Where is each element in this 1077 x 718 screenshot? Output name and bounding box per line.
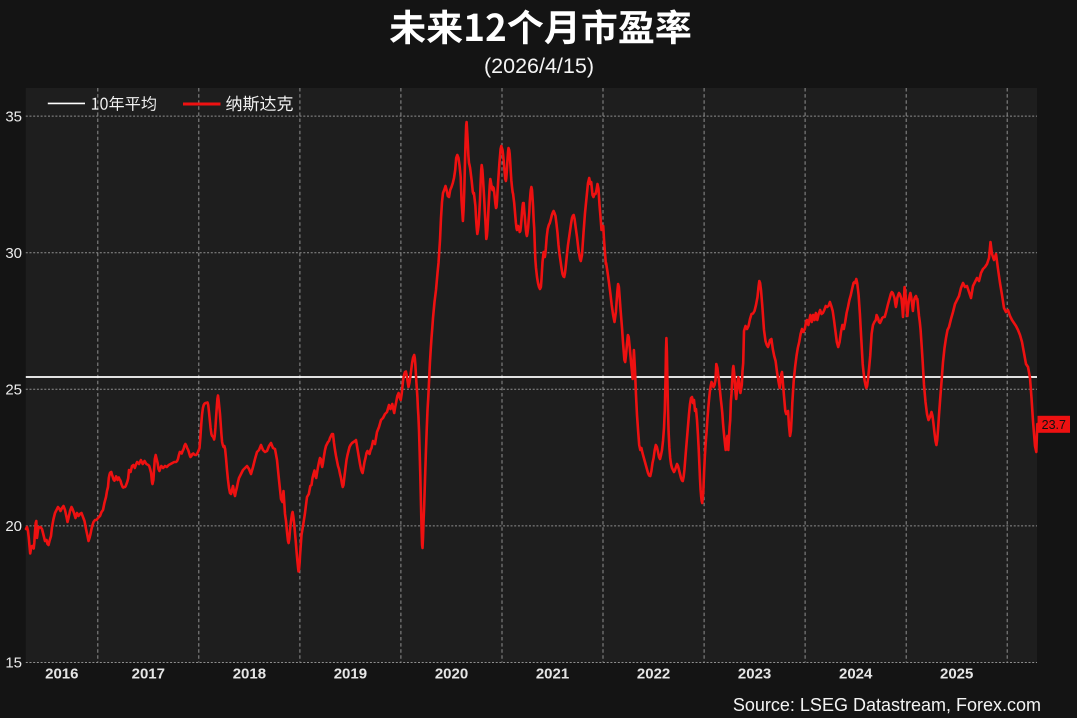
svg-text:2020: 2020	[435, 666, 468, 683]
svg-text:2024: 2024	[839, 666, 873, 683]
svg-text:25: 25	[5, 382, 22, 399]
svg-text:30: 30	[5, 245, 22, 262]
svg-text:20: 20	[5, 518, 22, 535]
svg-text:15: 15	[5, 655, 22, 672]
svg-text:2017: 2017	[132, 666, 165, 683]
svg-text:2025: 2025	[940, 666, 973, 683]
svg-text:2021: 2021	[536, 666, 569, 683]
svg-text:Source: LSEG Datastream, Forex: Source: LSEG Datastream, Forex.com	[733, 695, 1041, 715]
svg-text:(2026/4/15): (2026/4/15)	[484, 54, 594, 78]
svg-text:2019: 2019	[334, 666, 367, 683]
svg-text:2018: 2018	[233, 666, 266, 683]
svg-text:2022: 2022	[637, 666, 670, 683]
svg-text:2023: 2023	[738, 666, 771, 683]
svg-text:35: 35	[5, 108, 22, 125]
svg-text:23.7: 23.7	[1042, 418, 1066, 432]
svg-text:2016: 2016	[45, 666, 78, 683]
